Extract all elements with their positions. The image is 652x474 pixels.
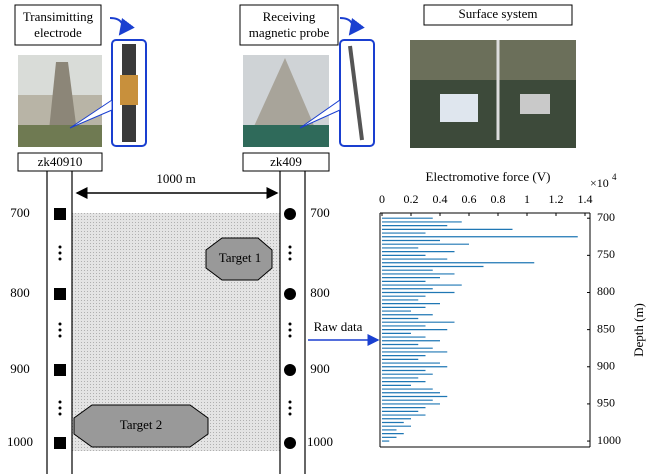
probe: [284, 364, 296, 376]
dot: [59, 407, 62, 410]
y-tick-label: 750: [597, 247, 615, 261]
multiplier: ×10: [590, 176, 609, 190]
y-tick-label: 900: [597, 359, 615, 373]
depth-label: 1000: [7, 434, 33, 449]
photo: [120, 75, 138, 105]
dot: [59, 323, 62, 326]
depth-label: 1000: [307, 434, 333, 449]
dot: [289, 323, 292, 326]
diagram: Transimitting electrode Receiving magnet…: [0, 0, 652, 474]
depth-label: 800: [310, 285, 330, 300]
axis-title: Electromotive force (V): [426, 169, 551, 184]
dot: [59, 335, 62, 338]
dot: [289, 335, 292, 338]
electrode: [54, 288, 66, 300]
distance-label: 1000 m: [156, 171, 195, 186]
y-tick-label: 850: [597, 321, 615, 335]
electrode: [54, 364, 66, 376]
label: Surface system: [458, 6, 537, 21]
arrow-label: Raw data: [314, 319, 363, 334]
dot: [59, 401, 62, 404]
y-tick-label: 800: [597, 284, 615, 298]
page: {"labels": {"transmitter": ["Transimitti…: [0, 0, 652, 474]
y-tick-label: 700: [597, 210, 615, 224]
depth-label: 900: [310, 361, 330, 376]
x-tick-label: 0.8: [491, 192, 506, 206]
dot: [59, 413, 62, 416]
label: electrode: [34, 25, 82, 40]
x-tick-label: 1.2: [549, 192, 564, 206]
x-tick-label: 0: [379, 192, 385, 206]
x-tick-label: 0.6: [462, 192, 477, 206]
depth-label: 900: [10, 361, 30, 376]
probe: [284, 208, 296, 220]
dot: [59, 252, 62, 255]
depth-label: 800: [10, 285, 30, 300]
dot: [289, 401, 292, 404]
electrode: [54, 208, 66, 220]
target-label: Target 1: [219, 250, 262, 265]
dot: [59, 246, 62, 249]
x-tick-label: 0.2: [404, 192, 419, 206]
depth-label: 700: [10, 205, 30, 220]
well-name: zk40910: [38, 154, 83, 169]
x-tick-label: 1: [524, 192, 530, 206]
dot: [289, 258, 292, 261]
dot: [289, 329, 292, 332]
y-tick-label: 1000: [597, 433, 621, 447]
well-name: zk409: [270, 154, 302, 169]
dot: [59, 258, 62, 261]
label: Receiving: [263, 9, 316, 24]
arrow: [110, 18, 123, 34]
photo: [18, 55, 102, 147]
dot: [289, 252, 292, 255]
dot: [289, 413, 292, 416]
photo: [243, 55, 329, 147]
dot: [59, 329, 62, 332]
target-label: Target 2: [120, 417, 163, 432]
probe: [284, 288, 296, 300]
probe: [284, 437, 296, 449]
chart: 0 0.2 0.4 0.6 0.8 1 1.2 1.4 700 750 800 850 900 950 10…: [379, 169, 646, 447]
dot: [289, 246, 292, 249]
dot: [289, 407, 292, 410]
label: magnetic probe: [249, 25, 330, 40]
x-tick-label: 0.4: [433, 192, 448, 206]
multiplier-exponent: 4: [612, 172, 617, 182]
x-tick-label: 1.4: [578, 192, 593, 206]
electrode: [54, 437, 66, 449]
arrow: [340, 18, 353, 34]
axis-title: Depth (m): [631, 303, 646, 357]
label: Transimitting: [23, 9, 94, 24]
y-tick-label: 950: [597, 396, 615, 410]
depth-label: 700: [310, 205, 330, 220]
photo: [410, 40, 576, 148]
